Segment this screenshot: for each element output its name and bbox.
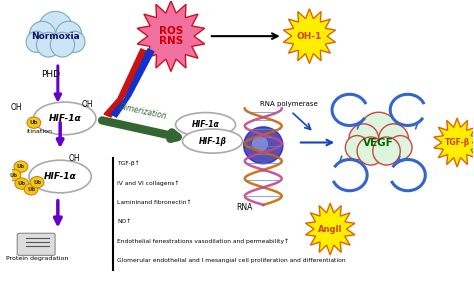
Text: TGF-β: TGF-β	[445, 138, 470, 147]
Text: RNA polymerase: RNA polymerase	[260, 101, 318, 107]
Ellipse shape	[175, 113, 236, 137]
Text: HIF-1α: HIF-1α	[191, 120, 219, 129]
Text: HIF-1β: HIF-1β	[199, 137, 227, 146]
FancyBboxPatch shape	[17, 233, 55, 255]
Text: OH: OH	[82, 100, 94, 109]
Text: Ub: Ub	[33, 180, 41, 185]
Text: itination: itination	[27, 129, 53, 134]
Text: ROS: ROS	[159, 26, 183, 36]
Ellipse shape	[373, 137, 400, 165]
Text: Glomerular endothelial and l mesangial cell proliferation and differentiation: Glomerular endothelial and l mesangial c…	[117, 258, 346, 263]
Text: Ub: Ub	[10, 173, 18, 178]
Ellipse shape	[389, 136, 412, 160]
Ellipse shape	[24, 184, 38, 195]
Text: OH: OH	[68, 154, 80, 163]
Ellipse shape	[26, 31, 47, 52]
Ellipse shape	[27, 117, 41, 128]
Polygon shape	[434, 118, 474, 167]
Text: PHD: PHD	[41, 70, 60, 79]
Text: Protein degradation: Protein degradation	[6, 256, 68, 261]
Polygon shape	[283, 9, 336, 64]
Polygon shape	[104, 49, 148, 117]
Ellipse shape	[359, 112, 398, 152]
Ellipse shape	[252, 136, 268, 152]
Text: Ub: Ub	[27, 187, 35, 192]
Ellipse shape	[29, 21, 55, 48]
Ellipse shape	[244, 127, 283, 164]
Ellipse shape	[349, 124, 379, 154]
Text: Dimerization: Dimerization	[118, 102, 168, 121]
Ellipse shape	[29, 160, 91, 193]
Polygon shape	[111, 49, 154, 117]
Text: AngII: AngII	[318, 225, 342, 233]
Ellipse shape	[15, 178, 29, 189]
Polygon shape	[305, 203, 355, 255]
Text: NO↑: NO↑	[117, 219, 131, 224]
Ellipse shape	[55, 21, 82, 48]
Text: Ub: Ub	[17, 164, 25, 169]
Ellipse shape	[30, 176, 44, 188]
Ellipse shape	[7, 170, 21, 181]
Text: HIF-1α: HIF-1α	[44, 172, 76, 181]
Text: OH: OH	[10, 103, 22, 111]
Ellipse shape	[64, 31, 85, 52]
Text: Normoxia: Normoxia	[31, 32, 80, 41]
Polygon shape	[137, 1, 205, 72]
Ellipse shape	[14, 161, 28, 172]
Text: Endothelial fenestrations vasodilation and permeability↑: Endothelial fenestrations vasodilation a…	[117, 238, 289, 244]
Ellipse shape	[379, 124, 409, 154]
Text: IV and VI collagens↑: IV and VI collagens↑	[117, 180, 179, 186]
Text: RNS: RNS	[159, 36, 183, 46]
Text: Lamininand fibronectin↑: Lamininand fibronectin↑	[117, 200, 191, 205]
Ellipse shape	[346, 136, 369, 160]
Text: Ub: Ub	[18, 181, 26, 186]
Text: VEGF: VEGF	[363, 137, 394, 148]
Text: OH-1: OH-1	[297, 32, 322, 41]
Text: RNA: RNA	[237, 203, 253, 212]
Ellipse shape	[34, 102, 96, 135]
Text: HIF-1α: HIF-1α	[48, 114, 81, 123]
Ellipse shape	[50, 32, 74, 57]
Ellipse shape	[357, 137, 384, 165]
Ellipse shape	[182, 129, 243, 153]
Ellipse shape	[36, 32, 61, 57]
Ellipse shape	[38, 11, 73, 47]
Text: TGF-β↑: TGF-β↑	[117, 161, 139, 166]
Text: Ub: Ub	[29, 120, 38, 125]
